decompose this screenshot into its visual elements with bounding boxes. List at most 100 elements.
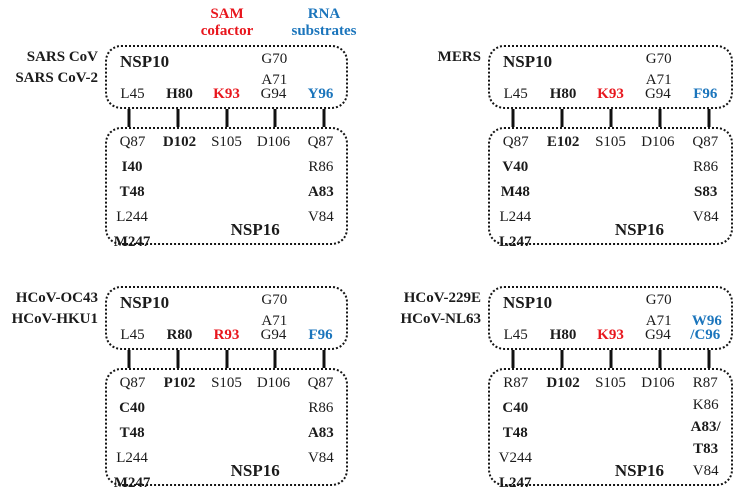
residue: Q87 [119, 134, 146, 150]
nsp10-title: NSP10 [120, 293, 170, 312]
nsp16-title: NSP16 [230, 220, 280, 239]
residue: G94 [644, 86, 671, 102]
nsp16-interface-row: Q87 P102 S105 D106 Q87 [109, 375, 344, 392]
connector-line [322, 109, 326, 127]
nsp10-box: NSP10 G70 A71 W96 L45 H80 K93 G94 /C96 [488, 286, 733, 350]
residue: Q87 [307, 134, 334, 150]
connector-line [707, 350, 710, 368]
nsp16-box: Q87 E102 S105 D106 Q87 V40 M48 L244 L247… [488, 127, 733, 250]
nsp16-right-residues: R86 A83 V84 [296, 155, 346, 230]
nsp10-interface-row: L45 H80 K93 G94 /C96 [492, 327, 729, 344]
connector-line [273, 109, 277, 127]
nsp10-upper-residues: G70 A71 [250, 49, 298, 91]
residue-sam: K93 [213, 86, 240, 102]
virus-label-line: HCoV-OC43 [15, 290, 98, 306]
connector-line [176, 109, 180, 127]
residue: G70 [261, 292, 288, 308]
virus-label-line: HCoV-NL63 [400, 311, 481, 327]
connector-line [609, 350, 612, 368]
virus-label: MERS [351, 47, 481, 68]
nsp10-interface-row: L45 R80 R93 G94 F96 [109, 327, 344, 344]
residue: S105 [211, 134, 242, 150]
residue: G70 [645, 51, 672, 67]
connector-line [609, 109, 612, 127]
residue: L45 [120, 86, 145, 102]
connector-line [658, 109, 661, 127]
connector-line [511, 350, 514, 368]
nsp10-interface-row: L45 H80 K93 G94 Y96 [109, 86, 344, 103]
nsp16-box: Q87 D102 S105 D106 Q87 I40 T48 L244 M247… [105, 127, 348, 250]
residue: T48 [119, 184, 145, 200]
residue: D106 [641, 134, 675, 150]
panel-sars-cov: SARS CoV SARS CoV-2 NSP10 G70 A71 L45 H8… [15, 45, 348, 250]
residue-rna: W96 [691, 313, 722, 329]
residue: T83 [693, 441, 719, 457]
residue: L247 [499, 475, 532, 488]
residue-rna: Y96 [307, 86, 334, 102]
residue: A71 [261, 313, 288, 329]
residue: M247 [113, 234, 151, 250]
interaction-connectors [105, 350, 348, 368]
residue: A71 [645, 313, 672, 329]
residue-rna: /C96 [690, 327, 721, 343]
residue: L244 [499, 209, 532, 225]
residue: M48 [500, 184, 530, 200]
residue: R86 [308, 400, 334, 416]
nsp10-title: NSP10 [120, 52, 170, 71]
interaction-connectors [488, 109, 733, 127]
residue: L247 [499, 234, 532, 250]
virus-label-line: SARS CoV [26, 49, 98, 65]
nsp16-left-residues: C40 T48 L244 M247 [107, 396, 157, 488]
virus-label-line: HCoV-HKU1 [11, 311, 98, 327]
residue: D106 [256, 134, 291, 150]
nsp10-upper-residues: G70 A71 [250, 290, 298, 332]
nsp16-right-residues: R86 A83 V84 [296, 396, 346, 471]
residue: P102 [163, 375, 196, 391]
residue: S105 [211, 375, 242, 391]
residue: V84 [307, 209, 334, 225]
residue: H80 [166, 86, 193, 102]
connector-line [658, 350, 661, 368]
virus-label: SARS CoV SARS CoV-2 [0, 47, 98, 89]
residue: D106 [641, 375, 675, 391]
residue: T48 [119, 425, 145, 441]
residue-rna: F96 [693, 86, 718, 102]
residue: Q87 [119, 375, 146, 391]
residue: R86 [308, 159, 334, 175]
residue: C40 [502, 400, 529, 416]
sam-header-line1: SAM [210, 6, 244, 22]
nsp16-interface-row: Q87 E102 S105 D106 Q87 [492, 134, 729, 151]
connector-line [322, 350, 326, 368]
residue: C40 [119, 400, 146, 416]
nsp10-box: NSP10 G70 A71 L45 H80 K93 G94 F96 [488, 45, 733, 109]
residue: I40 [121, 159, 143, 175]
rna-header-line1: RNA [307, 6, 341, 22]
residue: V40 [502, 159, 529, 175]
connector-line [127, 350, 131, 368]
residue: D106 [256, 375, 291, 391]
residue-sam: K93 [597, 86, 624, 102]
nsp10-upper-residues: G70 A71 [635, 290, 683, 332]
residue: Q87 [502, 134, 529, 150]
residue: G94 [644, 327, 671, 343]
sam-header-line2: cofactor [200, 23, 254, 39]
nsp10-title: NSP10 [503, 52, 553, 71]
connector-line [560, 350, 563, 368]
nsp10-box: NSP10 G70 A71 L45 H80 K93 G94 Y96 [105, 45, 348, 109]
residue: L45 [503, 86, 528, 102]
panel-hcov-229e-nl63: HCoV-229E HCoV-NL63 NSP10 G70 A71 W96 L4… [400, 286, 733, 488]
connector-line [273, 350, 277, 368]
nsp16-interface-row: R87 D102 S105 D106 R87 [492, 375, 729, 392]
residue: G94 [260, 327, 287, 343]
residue: V84 [692, 209, 719, 225]
residue: L244 [116, 450, 148, 466]
residue: R86 [693, 159, 719, 175]
rna-substrates-header: RNA substrates [264, 6, 384, 40]
residue: A71 [261, 72, 288, 88]
nsp16-title: NSP16 [230, 461, 280, 480]
residue: V84 [307, 450, 334, 466]
residue: A83 [307, 425, 334, 441]
panel-hcov-oc43-hku1: HCoV-OC43 HCoV-HKU1 NSP10 G70 A71 L45 R8… [12, 286, 348, 488]
rna-header-line2: substrates [291, 23, 357, 39]
nsp16-left-residues: I40 T48 L244 M247 [107, 155, 157, 255]
